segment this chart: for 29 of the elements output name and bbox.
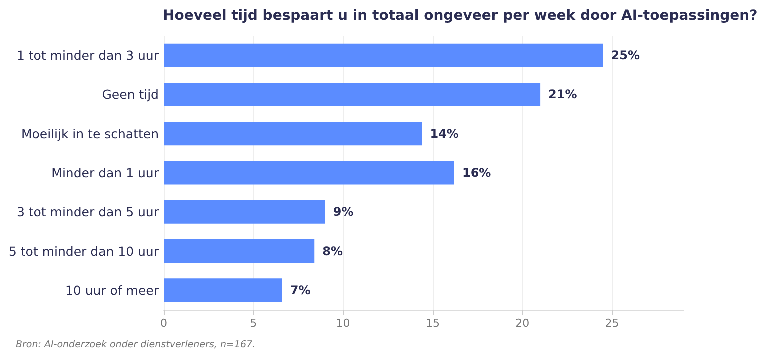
data-label: 7% bbox=[290, 283, 311, 298]
bar bbox=[164, 240, 315, 264]
bar bbox=[164, 82, 541, 106]
chart-title: Hoeveel tijd bespaart u in totaal ongeveer per week door AI-toepassingen? bbox=[163, 8, 758, 24]
bar bbox=[164, 161, 454, 185]
data-label: 25% bbox=[611, 48, 640, 63]
bar bbox=[164, 44, 604, 68]
x-tick-label: 20 bbox=[516, 317, 530, 330]
x-tick-label: 15 bbox=[426, 317, 440, 330]
x-tick-label: 0 bbox=[160, 317, 168, 330]
data-label: 21% bbox=[548, 88, 578, 102]
data-label: 8% bbox=[322, 244, 343, 258]
y-tick-label: Minder dan 1 uur bbox=[52, 166, 160, 180]
y-tick-label: 3 tot minder dan 5 uur bbox=[16, 204, 160, 220]
y-tick-label: 10 uur of meer bbox=[65, 282, 160, 298]
bar bbox=[164, 278, 282, 302]
x-tick-label: 5 bbox=[250, 317, 258, 330]
x-tick-label: 25 bbox=[605, 317, 620, 330]
y-tick-label: Moeilijk in te schatten bbox=[21, 126, 159, 142]
y-tick-label: Geen tijd bbox=[102, 87, 159, 102]
bar bbox=[164, 122, 422, 146]
bar bbox=[164, 200, 326, 224]
x-tick-label: 10 bbox=[336, 317, 350, 330]
y-tick-label: 1 tot minder dan 3 uur bbox=[16, 48, 160, 64]
y-tick-label: 5 tot minder dan 10 uur bbox=[8, 244, 160, 259]
data-label: 16% bbox=[462, 166, 492, 180]
data-label: 9% bbox=[333, 205, 354, 220]
data-label: 14% bbox=[430, 126, 459, 141]
text: Bron: AI-onderzoek onder dienstverleners, n=167. bbox=[16, 340, 256, 350]
